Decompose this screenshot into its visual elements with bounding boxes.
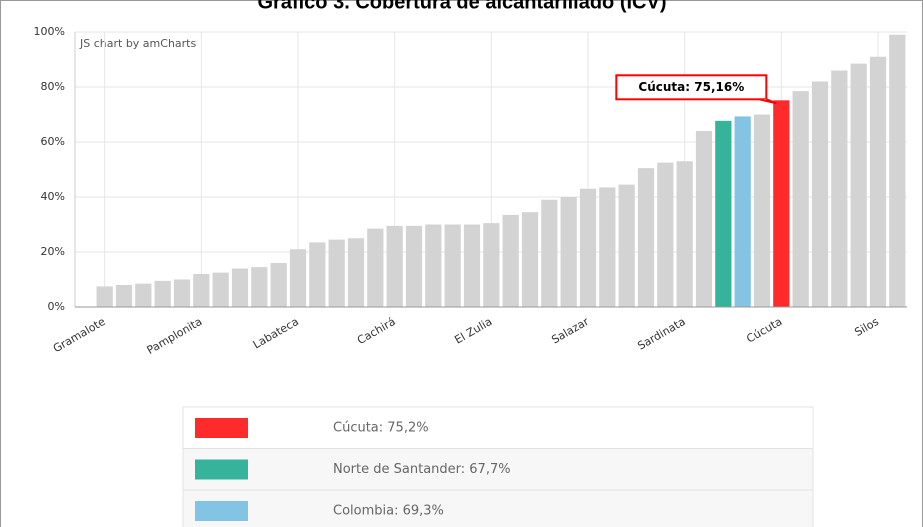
bar [96,286,113,307]
y-tick-label: 80% [41,80,65,93]
bar [657,162,674,307]
bar [173,279,191,307]
legend-label: Norte de Santander: 67,7% [333,462,511,477]
x-tick-label: Silos [852,315,881,339]
bar [599,187,616,307]
tooltip-pointer [759,98,777,105]
bar [792,91,809,307]
bar [560,197,577,307]
legend-label: Cúcuta: 75,2% [333,421,429,436]
y-tick-label: 100% [34,25,65,38]
bar [347,238,365,307]
x-tick-label: Pamplonita [145,315,205,357]
bar [463,224,481,307]
bar [289,249,307,307]
bar [521,212,539,307]
bar [135,283,152,307]
x-tick-label: El Zulia [452,315,494,347]
bar [715,120,732,307]
bar [115,285,133,307]
x-tick-label: Salazar [549,315,591,347]
tooltip: Cúcuta: 75,16% [615,74,777,105]
bar [811,81,829,307]
bar [579,188,597,307]
bar [154,280,171,307]
x-tick-label: Labateca [251,315,301,351]
x-tick-label: Gramalote [51,315,108,355]
tooltip-text: Cúcuta: 75,16% [638,80,744,94]
bar [251,267,268,307]
bar [502,214,519,307]
tooltip-box [615,74,768,101]
bar [193,274,210,307]
legend-swatch [195,459,248,480]
x-tick-label: Cachirá [355,315,398,347]
bar [618,184,635,307]
bar [212,272,229,307]
legend-row [182,406,814,449]
y-tick-label: 0% [48,300,65,313]
bar [734,116,751,307]
bar [889,34,906,307]
legend-label: Colombia: 69,3% [333,504,444,519]
bar [483,223,500,307]
y-tick-label: 20% [41,245,65,258]
legend-swatch [195,418,248,438]
bar [831,70,848,307]
bar [231,268,249,307]
y-tick-label: 40% [41,190,65,203]
bar [386,225,403,307]
bar [869,56,887,307]
bar [637,168,655,307]
bar [753,114,771,307]
bar [444,224,461,307]
legend-row [182,489,814,527]
x-tick-label: Cúcuta [744,315,784,346]
bar [405,225,423,307]
y-tick-label: 60% [41,135,65,148]
bar [676,161,693,307]
bar [425,224,442,307]
chart-title: Gráfico 3. Cobertura de alcantarillado (… [258,0,667,13]
bar [367,228,384,307]
bar [328,239,345,307]
bar [695,131,713,307]
credit: JS chart by amCharts [79,37,196,50]
legend-row [182,448,814,491]
bar [850,63,867,307]
bar [773,100,790,307]
legend-swatch [195,501,248,521]
bar [270,263,287,307]
bar [541,199,558,307]
x-tick-label: Sardinata [635,315,687,353]
bar [309,242,326,307]
